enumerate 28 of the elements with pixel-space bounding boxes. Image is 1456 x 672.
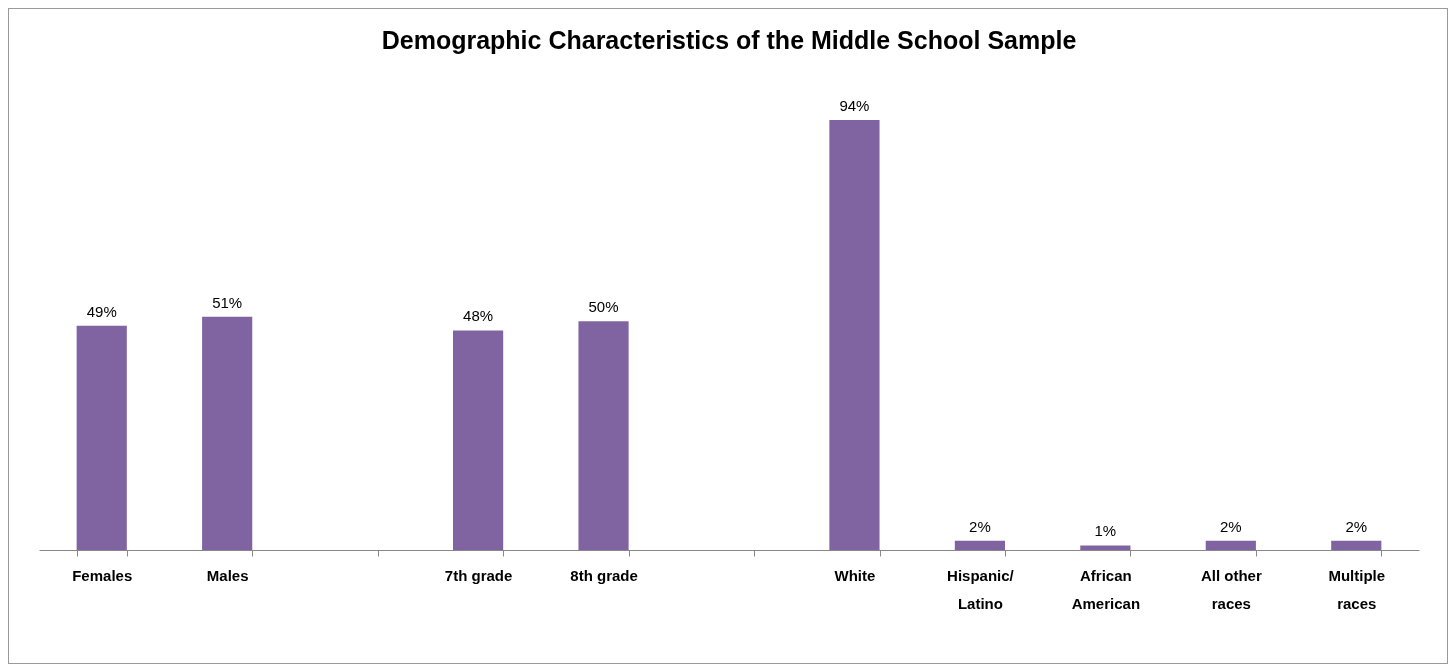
data-label: 48%: [463, 307, 494, 325]
bar: [202, 316, 253, 550]
data-label: 1%: [1094, 522, 1117, 540]
x-tick-label: Females: [72, 566, 133, 584]
x-tick-label: Males: [206, 566, 249, 584]
chart-title: Demographic Characteristics of the Middle School Sample: [381, 26, 1077, 54]
bar: [578, 321, 629, 550]
bar: [1205, 540, 1256, 550]
x-tick-label: Hispanic/Latino: [947, 566, 1015, 612]
bar: [954, 540, 1005, 550]
x-tick-label: Multiple races: [1328, 566, 1386, 612]
bar: [1080, 545, 1131, 550]
bar: [76, 325, 127, 550]
x-tick-label: All other races: [1200, 566, 1262, 612]
x-tick-label: White: [834, 566, 876, 584]
x-tick-label: 7th grade: [444, 566, 513, 584]
bar: [829, 120, 880, 550]
data-label: 2%: [1345, 517, 1368, 535]
x-tick-label: 8th grade: [570, 566, 638, 584]
data-label: 49%: [86, 302, 117, 320]
bar: [1331, 540, 1382, 550]
data-label: 94%: [839, 97, 870, 114]
data-label: 51%: [212, 293, 243, 311]
data-label: 2%: [969, 517, 991, 535]
data-label: 2%: [1219, 517, 1242, 535]
data-label: 50%: [588, 298, 619, 316]
bar: [453, 330, 504, 550]
x-tick-label: African American: [1071, 566, 1141, 612]
